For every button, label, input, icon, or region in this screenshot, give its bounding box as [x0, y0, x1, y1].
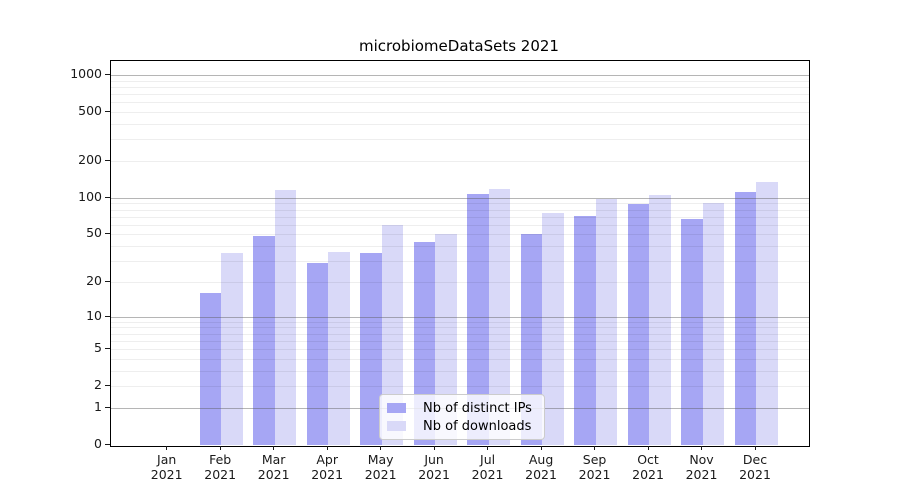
x-tick-mark-jun	[433, 446, 435, 450]
y-tick-label-0: 0	[94, 436, 102, 451]
x-tick-mark-jan	[166, 446, 168, 450]
y-tick-mark-20	[105, 280, 110, 282]
chart-title: microbiomeDataSets 2021	[359, 37, 559, 55]
legend-swatch-downloads	[387, 421, 406, 431]
bar-distinct-ips-oct-2021	[627, 204, 650, 445]
y-tick-label-5: 5	[94, 340, 102, 356]
x-tick-label-may-2021: May 2021	[364, 452, 397, 482]
legend-swatch-distinct-ips	[387, 403, 406, 413]
bar-downloads-oct-2021	[649, 195, 671, 445]
legend-label-distinct-ips: Nb of distinct IPs	[423, 400, 532, 416]
y-tick-label-500: 500	[78, 103, 102, 119]
y-tick-label-2: 2	[94, 377, 102, 393]
bar-downloads-sep-2021	[595, 199, 618, 445]
bar-downloads-jun-2021	[435, 234, 457, 445]
x-tick-label-nov-2021: Nov 2021	[685, 452, 718, 482]
y-tick-mark-200	[105, 160, 110, 162]
x-tick-label-apr-2021: Apr 2021	[311, 452, 344, 482]
y-tick-mark-50	[105, 233, 110, 235]
bar-downloads-nov-2021	[702, 202, 725, 445]
x-tick-label-jun-2021: Jun 2021	[418, 452, 450, 482]
bar-distinct-ips-jul-2021	[467, 193, 489, 445]
bar-downloads-jul-2021	[488, 188, 511, 445]
y-tick-label-1: 1	[94, 398, 102, 414]
x-tick-label-sep-2021: Sep 2021	[578, 452, 611, 482]
bar-distinct-ips-mar-2021	[253, 235, 275, 445]
plot-area: Nb of distinct IPs Nb of downloads	[110, 60, 810, 447]
y-tick-mark-1000	[105, 74, 110, 76]
bar-distinct-ips-nov-2021	[681, 219, 703, 445]
x-tick-label-mar-2021: Mar 2021	[257, 452, 290, 482]
x-tick-mark-may	[380, 446, 382, 450]
x-tick-mark-mar	[273, 446, 275, 450]
x-tick-mark-jul	[487, 446, 489, 450]
x-tick-mark-aug	[540, 446, 542, 450]
x-tick-label-jul-2021: Jul 2021	[471, 452, 504, 482]
y-tick-mark-500	[105, 111, 110, 113]
legend-item-distinct-ips: Nb of distinct IPs	[387, 400, 532, 416]
y-tick-mark-100	[105, 196, 110, 198]
bar-downloads-mar-2021	[274, 190, 297, 445]
y-tick-label-10: 10	[86, 307, 102, 323]
x-tick-label-dec-2021: Dec 2021	[739, 452, 771, 482]
bar-distinct-ips-feb-2021	[199, 293, 222, 445]
bar-distinct-ips-dec-2021	[734, 191, 756, 445]
x-tick-mark-oct	[647, 446, 649, 450]
y-tick-mark-1	[105, 406, 110, 408]
x-tick-mark-apr	[326, 446, 328, 450]
y-tick-label-1000: 1000	[70, 66, 102, 82]
x-tick-mark-dec	[754, 446, 756, 450]
bar-distinct-ips-sep-2021	[574, 215, 596, 445]
x-tick-mark-sep	[594, 446, 596, 450]
y-tick-label-200: 200	[78, 152, 102, 168]
bar-downloads-feb-2021	[221, 253, 243, 445]
y-tick-label-100: 100	[78, 188, 102, 204]
bar-downloads-dec-2021	[756, 181, 778, 445]
x-tick-label-aug-2021: Aug 2021	[525, 452, 557, 482]
legend-item-downloads: Nb of downloads	[387, 418, 532, 434]
legend: Nb of distinct IPs Nb of downloads	[379, 394, 545, 440]
x-tick-mark-feb	[219, 446, 221, 450]
y-tick-mark-5	[105, 348, 110, 350]
bar-distinct-ips-may-2021	[360, 253, 382, 445]
y-tick-mark-0	[105, 444, 110, 445]
y-tick-label-20: 20	[86, 272, 102, 288]
bar-downloads-may-2021	[381, 224, 404, 445]
x-tick-mark-nov	[701, 446, 703, 450]
x-tick-label-jan-2021: Jan 2021	[150, 452, 183, 482]
legend-label-downloads: Nb of downloads	[423, 418, 532, 434]
bar-distinct-ips-apr-2021	[306, 262, 329, 445]
y-tick-mark-2	[105, 385, 110, 387]
bar-distinct-ips-aug-2021	[520, 234, 543, 445]
bar-downloads-apr-2021	[328, 251, 350, 445]
y-tick-label-50: 50	[86, 225, 102, 241]
bar-downloads-aug-2021	[542, 213, 564, 445]
y-tick-mark-10	[105, 315, 110, 317]
x-tick-label-feb-2021: Feb 2021	[204, 452, 237, 482]
x-tick-label-oct-2021: Oct 2021	[632, 452, 664, 482]
bars-layer	[111, 61, 809, 446]
